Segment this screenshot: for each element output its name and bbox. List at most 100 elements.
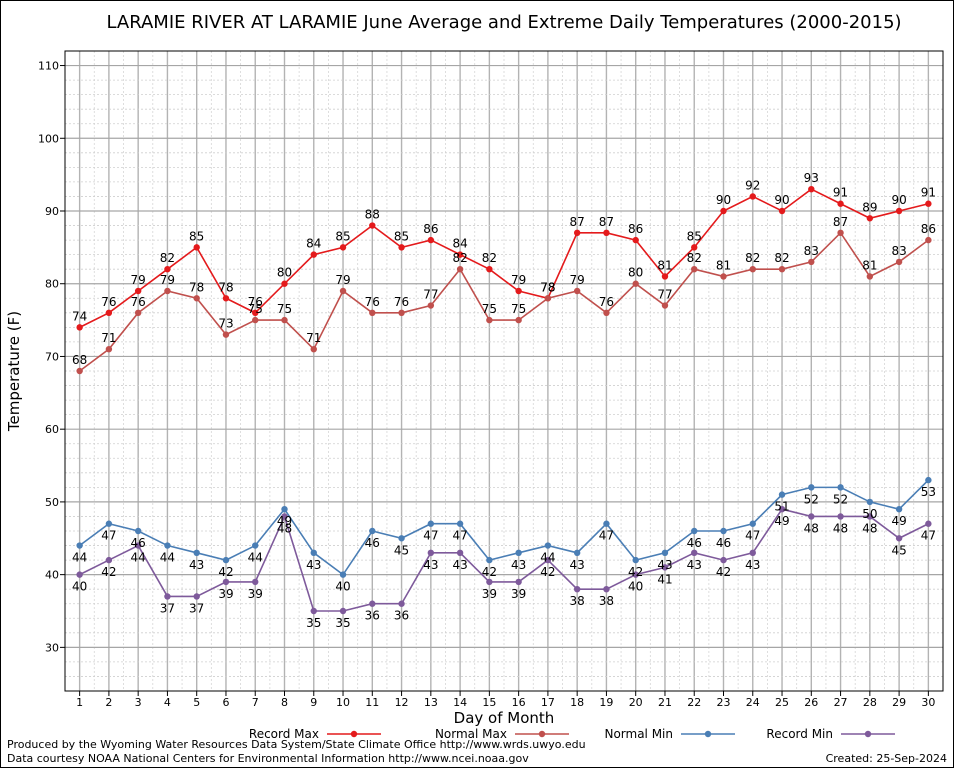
data-point-record-min: [632, 571, 639, 578]
data-label-record-min: 40: [628, 580, 643, 594]
data-label-record-min: 48: [277, 521, 292, 535]
data-point-record-min: [895, 535, 903, 542]
data-point-record-max: [134, 287, 142, 295]
data-point-normal-min: [398, 535, 405, 542]
data-point-normal-max: [691, 265, 698, 273]
data-point-normal-max: [105, 345, 113, 353]
data-point-normal-min: [105, 520, 113, 527]
data-label-normal-min: 43: [570, 558, 585, 572]
data-label-normal-max: 82: [774, 251, 789, 265]
data-label-normal-max: 77: [423, 288, 438, 302]
chart-title: LARAMIE RIVER AT LARAMIE June Average an…: [106, 12, 901, 33]
data-label-record-min: 42: [716, 565, 731, 579]
data-point-normal-max: [164, 287, 171, 295]
data-label-record-max: 89: [862, 200, 877, 214]
data-point-normal-max: [661, 302, 669, 309]
data-point-normal-min: [778, 491, 786, 498]
x-tick-label: 30: [921, 696, 935, 709]
y-tick-label: 100: [38, 132, 59, 145]
data-point-normal-min: [427, 520, 435, 527]
data-label-normal-min: 43: [511, 558, 526, 572]
data-point-normal-min: [193, 549, 200, 557]
data-point-record-min: [808, 513, 815, 520]
legend: Record Max Normal Max Normal Min Record Min: [249, 727, 895, 741]
data-label-record-min: 39: [248, 587, 263, 601]
data-point-normal-min: [749, 520, 756, 527]
data-point-record-min: [749, 549, 756, 557]
y-tick-label: 90: [45, 205, 59, 218]
data-label-record-min: 37: [160, 601, 175, 615]
data-point-normal-min: [866, 498, 874, 506]
y-tick-label: 50: [45, 496, 59, 509]
data-label-record-min: 37: [189, 601, 204, 615]
data-point-normal-max: [427, 302, 435, 309]
data-label-record-max: 78: [218, 280, 233, 294]
data-point-record-max: [691, 244, 698, 251]
data-point-record-max: [837, 200, 844, 207]
legend-marker-record-min: [864, 730, 872, 738]
data-point-record-min: [573, 585, 581, 593]
data-point-record-min: [837, 513, 844, 520]
data-point-normal-min: [252, 542, 259, 549]
legend-label-normal-min: Normal Min: [604, 727, 673, 741]
data-point-normal-min: [720, 527, 727, 535]
data-label-record-min: 43: [452, 558, 467, 572]
x-tick-label: 9: [310, 696, 317, 709]
data-point-record-min: [105, 556, 113, 564]
data-point-normal-min: [632, 556, 639, 564]
data-label-record-max: 91: [921, 186, 936, 200]
data-label-normal-min: 47: [599, 529, 614, 543]
data-label-normal-max: 82: [745, 251, 760, 265]
legend-label-normal-max: Normal Max: [435, 727, 507, 741]
data-point-normal-max: [369, 309, 376, 317]
data-label-normal-max: 75: [248, 302, 263, 316]
data-label-record-min: 48: [804, 521, 819, 535]
data-label-normal-min: 44: [72, 551, 87, 565]
data-point-record-max: [310, 251, 317, 258]
legend-marker-normal-max: [538, 730, 546, 738]
data-point-record-max: [281, 280, 288, 287]
data-point-record-min: [76, 571, 83, 578]
data-label-normal-min: 47: [101, 529, 116, 543]
y-tick-label: 70: [45, 350, 59, 363]
data-label-record-min: 36: [365, 609, 380, 623]
data-point-normal-min: [369, 527, 376, 535]
data-label-normal-min: 44: [160, 551, 175, 565]
footer-produced-by: Produced by the Wyoming Water Resources …: [7, 738, 586, 751]
data-label-record-min: 43: [423, 558, 438, 572]
data-label-normal-max: 71: [101, 331, 116, 345]
data-label-record-min: 42: [101, 565, 116, 579]
data-point-record-min: [427, 549, 435, 557]
y-tick-label: 60: [45, 423, 59, 436]
data-label-record-max: 82: [160, 251, 175, 265]
data-point-normal-min: [515, 549, 522, 557]
data-point-normal-max: [544, 295, 552, 302]
data-label-normal-min: 46: [687, 536, 702, 550]
data-point-record-max: [573, 229, 581, 237]
data-label-record-max: 84: [452, 237, 467, 251]
data-point-record-min: [866, 513, 874, 520]
data-point-normal-max: [76, 367, 83, 375]
series-line-normal-max: [79, 231, 929, 372]
x-tick-label: 13: [424, 696, 438, 709]
data-point-record-max: [866, 215, 874, 222]
x-tick-label: 26: [804, 696, 818, 709]
x-tick-label: 28: [863, 696, 877, 709]
data-point-record-max: [164, 265, 171, 273]
data-point-record-min: [193, 593, 200, 600]
data-label-normal-min: 52: [833, 492, 848, 506]
series-line-normal-min: [79, 479, 929, 576]
data-point-normal-max: [925, 236, 932, 244]
x-tick-label: 7: [252, 696, 259, 709]
data-point-record-max: [895, 207, 903, 215]
data-label-normal-min: 42: [218, 565, 233, 579]
data-label-normal-min: 50: [862, 507, 877, 521]
x-tick-label: 16: [512, 696, 526, 709]
data-label-normal-max: 87: [833, 215, 848, 229]
data-label-record-max: 81: [657, 258, 672, 272]
data-label-normal-min: 40: [335, 580, 350, 594]
data-label-record-max: 84: [306, 237, 321, 251]
data-label-record-min: 44: [131, 551, 146, 565]
x-tick-label: 4: [164, 696, 171, 709]
